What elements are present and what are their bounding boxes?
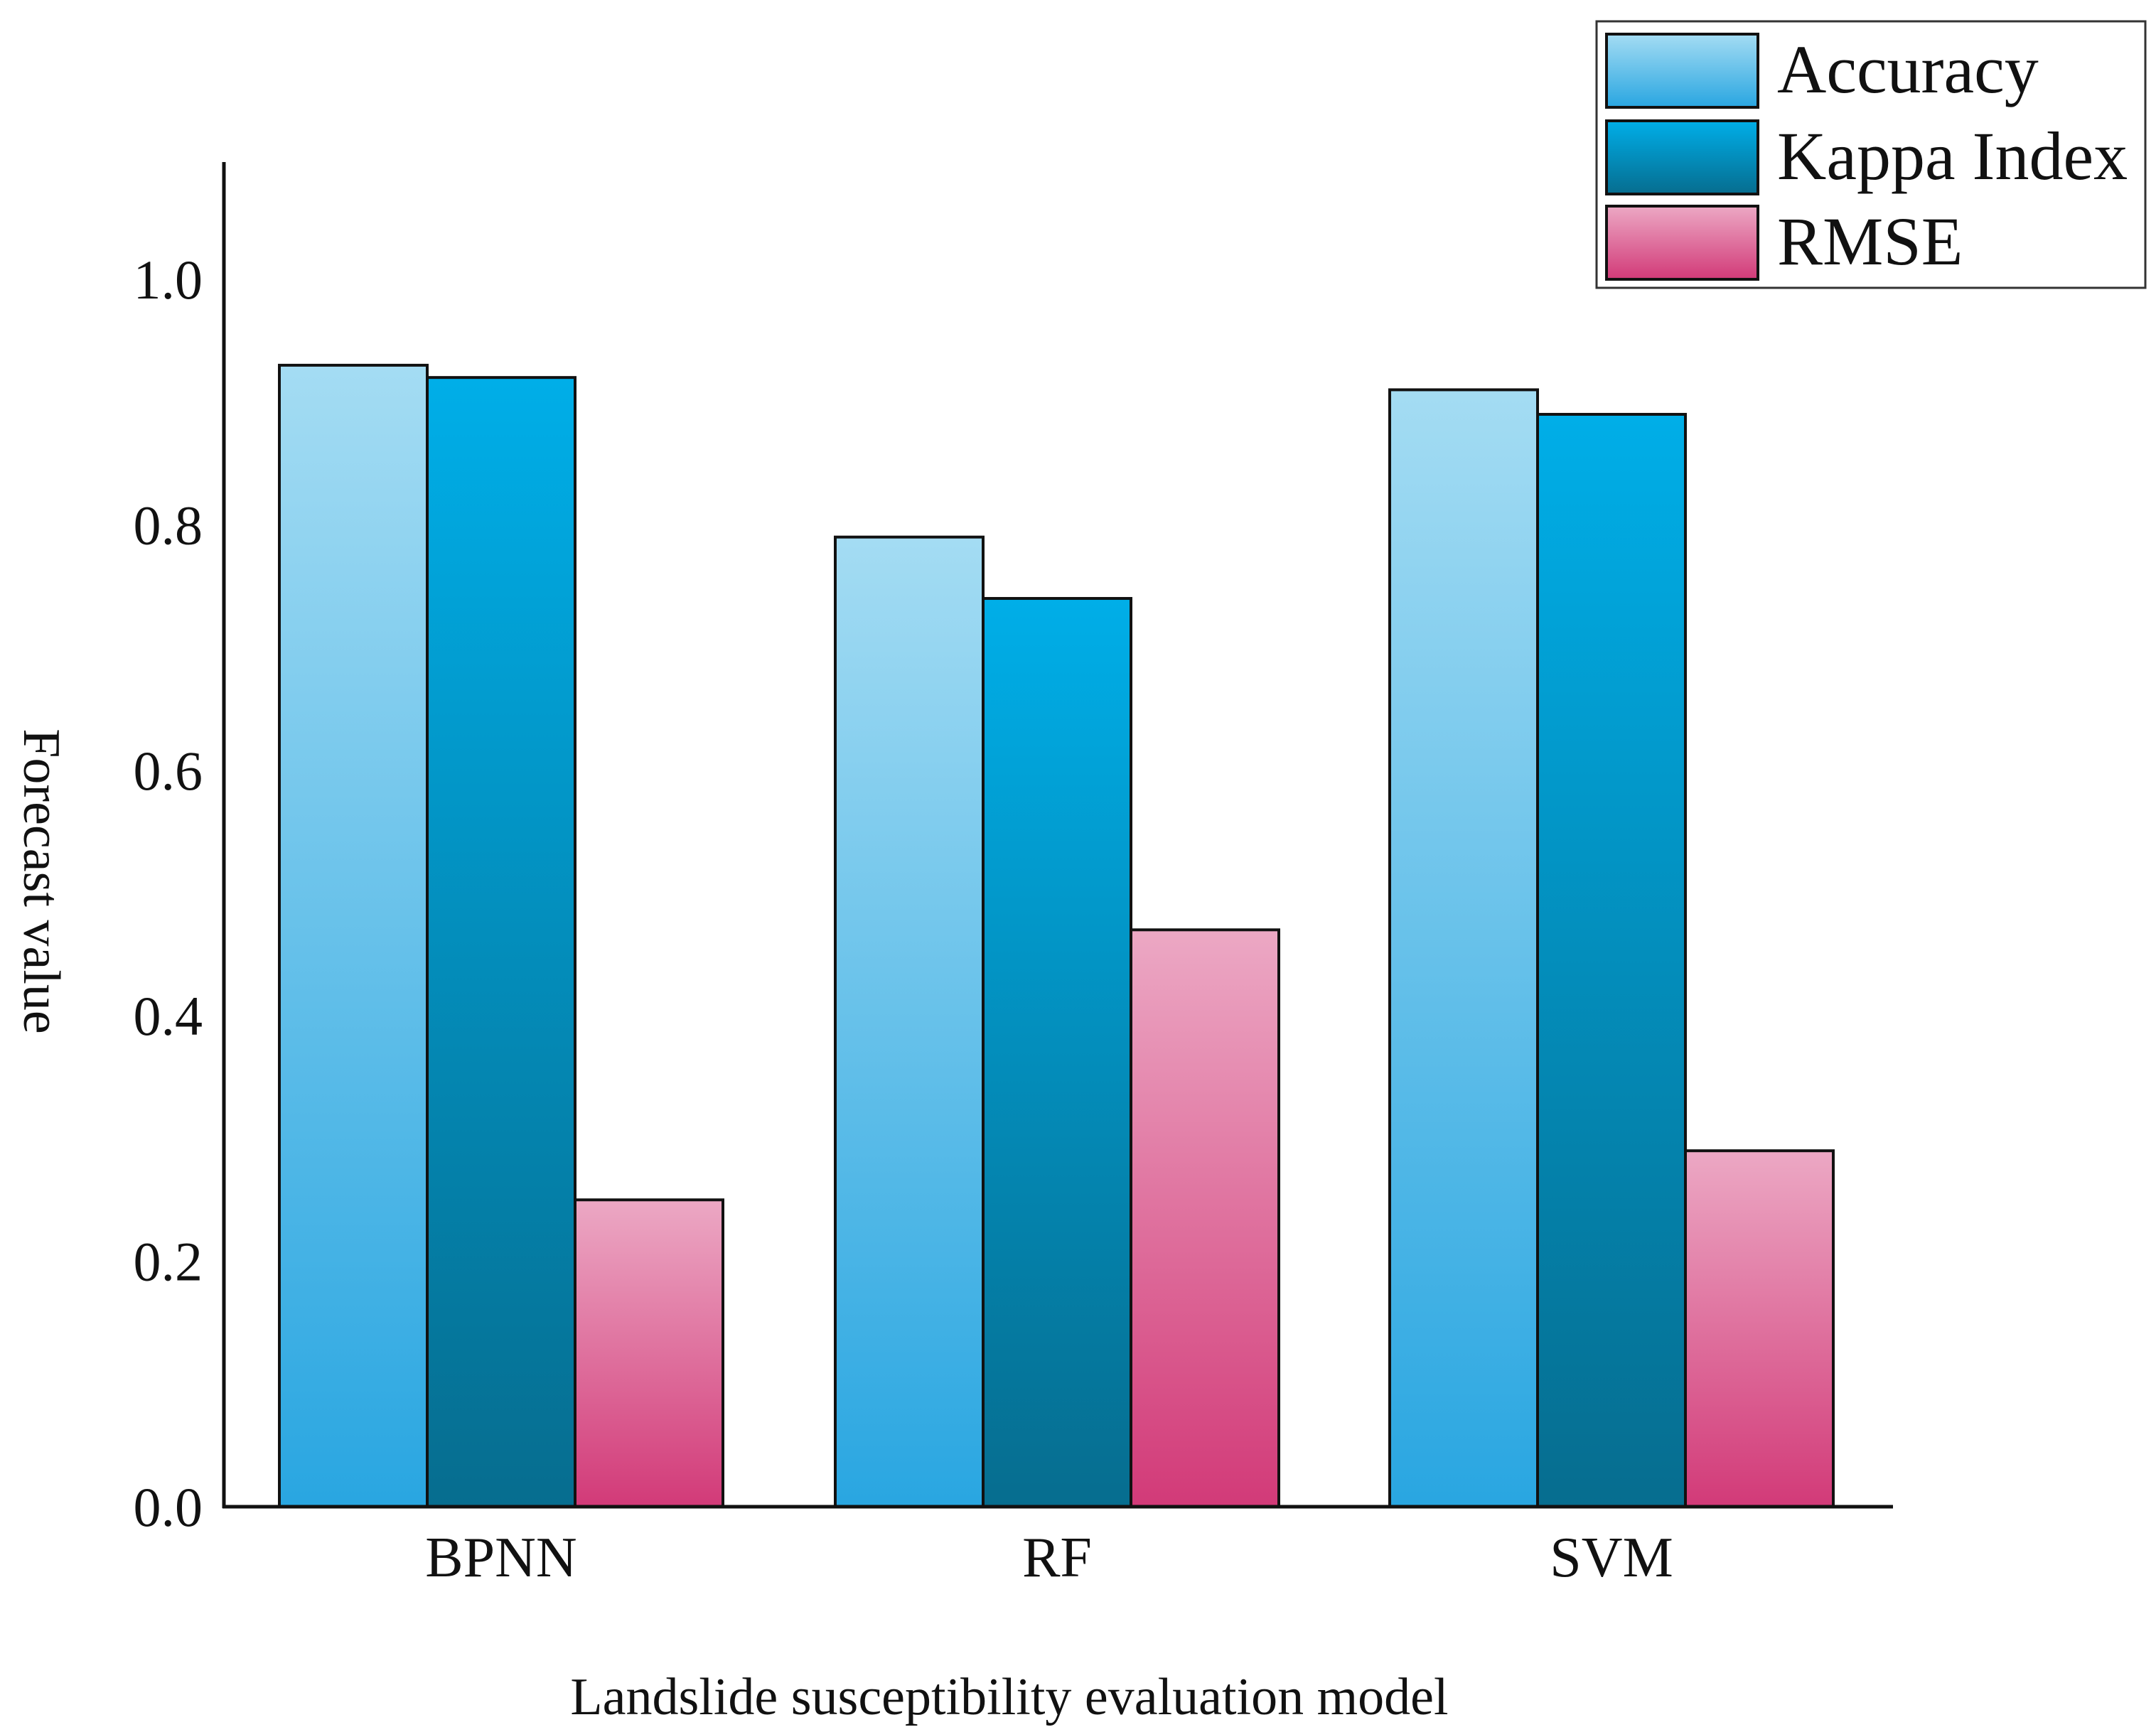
legend-label-accuracy: Accuracy bbox=[1777, 31, 2039, 107]
bar-bpnn-accuracy bbox=[278, 363, 429, 1508]
bar-svm-kappa-index bbox=[1536, 412, 1687, 1508]
legend-label-kappa-index: Kappa Index bbox=[1777, 118, 2128, 194]
category-labels: BPNN RF SVM bbox=[425, 1527, 1673, 1589]
y-tick-label: 0.2 bbox=[134, 1231, 203, 1293]
bars-layer bbox=[278, 363, 1835, 1509]
legend-swatch-kappa-index bbox=[1605, 119, 1759, 195]
axes-layer bbox=[222, 162, 1893, 1509]
category-label-svm: SVM bbox=[1550, 1527, 1673, 1589]
bar-svm-rmse bbox=[1684, 1149, 1835, 1509]
bar-rf-accuracy bbox=[834, 535, 985, 1508]
legend-label-rmse: RMSE bbox=[1777, 203, 1963, 279]
x-axis-title: Landslide susceptibility evaluation mode… bbox=[570, 1668, 1448, 1726]
category-label-rf: RF bbox=[1022, 1527, 1092, 1589]
bar-rf-rmse bbox=[1130, 928, 1280, 1509]
bar-svm-accuracy bbox=[1388, 388, 1539, 1508]
legend-swatch-rmse bbox=[1605, 205, 1759, 281]
y-tick-label: 0.4 bbox=[134, 985, 203, 1047]
legend-swatch-accuracy bbox=[1605, 33, 1759, 109]
bar-rf-kappa-index bbox=[982, 597, 1132, 1508]
bar-bpnn-kappa-index bbox=[426, 376, 576, 1508]
y-tick-label: 1.0 bbox=[134, 249, 203, 311]
legend: Accuracy Kappa Index RMSE bbox=[1595, 20, 2147, 289]
y-tick-label: 0.0 bbox=[134, 1476, 203, 1538]
y-tick-label: 0.8 bbox=[134, 494, 203, 556]
ticks-layer: 0.0 0.2 0.4 0.6 0.8 1.0 bbox=[134, 249, 203, 1538]
bar-bpnn-rmse bbox=[574, 1198, 724, 1508]
y-tick-label: 0.6 bbox=[134, 740, 203, 802]
category-label-bpnn: BPNN bbox=[425, 1527, 576, 1589]
y-axis-title: Forecast value bbox=[12, 728, 70, 1033]
